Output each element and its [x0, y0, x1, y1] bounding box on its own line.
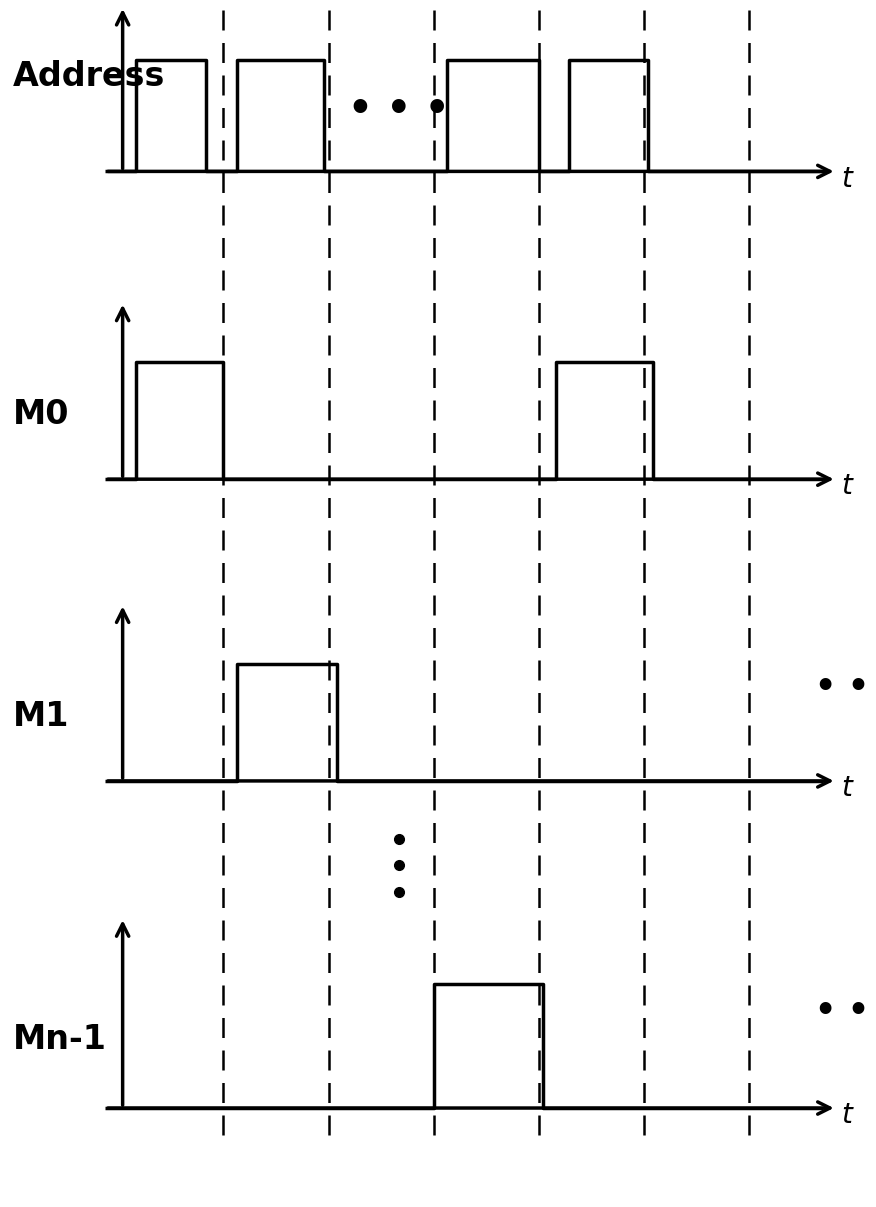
Text: • • •: • • • [348, 89, 449, 128]
Text: Mn-1: Mn-1 [13, 1024, 107, 1056]
Text: t: t [841, 774, 851, 803]
Text: • • •: • • • [815, 995, 876, 1028]
Text: Address: Address [13, 60, 166, 93]
Text: t: t [841, 472, 851, 501]
Text: • • •: • • • [815, 671, 876, 705]
Text: t: t [841, 1101, 851, 1130]
Text: t: t [841, 164, 851, 193]
Text: M0: M0 [13, 398, 69, 431]
Text: M1: M1 [13, 700, 69, 733]
